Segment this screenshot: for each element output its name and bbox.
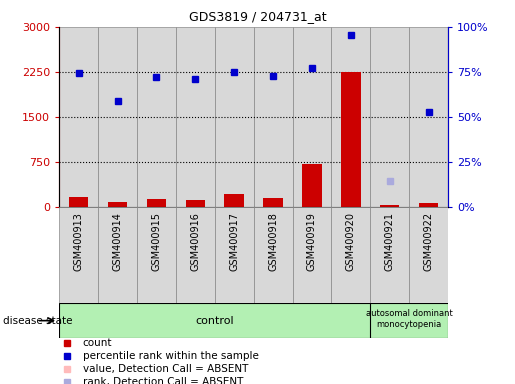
Bar — [108, 202, 127, 207]
Text: percentile rank within the sample: percentile rank within the sample — [82, 351, 259, 361]
Bar — [409, 207, 448, 303]
Bar — [59, 207, 98, 303]
Text: count: count — [82, 338, 112, 348]
Bar — [370, 303, 448, 338]
Text: autosomal dominant
monocytopenia: autosomal dominant monocytopenia — [366, 309, 453, 329]
Bar — [185, 200, 205, 207]
Bar — [225, 194, 244, 207]
Bar — [215, 207, 253, 303]
Text: GSM400922: GSM400922 — [424, 212, 434, 271]
Text: GSM400919: GSM400919 — [307, 212, 317, 271]
Bar — [409, 27, 448, 207]
Text: value, Detection Call = ABSENT: value, Detection Call = ABSENT — [82, 364, 248, 374]
Bar — [147, 199, 166, 207]
Bar — [98, 27, 137, 207]
Bar — [302, 164, 322, 207]
Bar — [370, 27, 409, 207]
Text: GSM400915: GSM400915 — [151, 212, 161, 271]
Bar — [253, 27, 293, 207]
Bar — [263, 198, 283, 207]
Bar — [341, 72, 360, 207]
Text: GSM400916: GSM400916 — [191, 212, 200, 271]
Bar — [176, 207, 215, 303]
Bar — [253, 207, 293, 303]
Bar — [137, 27, 176, 207]
Bar — [59, 27, 98, 207]
Bar — [215, 27, 253, 207]
Text: GSM400914: GSM400914 — [113, 212, 123, 271]
Bar — [293, 207, 332, 303]
Bar — [419, 204, 438, 207]
Bar — [370, 207, 409, 303]
Text: GSM400913: GSM400913 — [74, 212, 83, 271]
Text: GDS3819 / 204731_at: GDS3819 / 204731_at — [188, 10, 327, 23]
Bar — [69, 197, 89, 207]
Text: rank, Detection Call = ABSENT: rank, Detection Call = ABSENT — [82, 377, 243, 384]
Bar — [293, 27, 332, 207]
Bar — [59, 303, 370, 338]
Bar — [98, 207, 137, 303]
Text: disease state: disease state — [3, 316, 72, 326]
Bar — [137, 207, 176, 303]
Bar — [176, 27, 215, 207]
Text: GSM400917: GSM400917 — [229, 212, 239, 271]
Bar — [331, 27, 370, 207]
Text: control: control — [195, 316, 234, 326]
Bar — [332, 207, 370, 303]
Bar — [380, 205, 400, 207]
Text: GSM400921: GSM400921 — [385, 212, 394, 271]
Text: GSM400918: GSM400918 — [268, 212, 278, 271]
Text: GSM400920: GSM400920 — [346, 212, 356, 271]
